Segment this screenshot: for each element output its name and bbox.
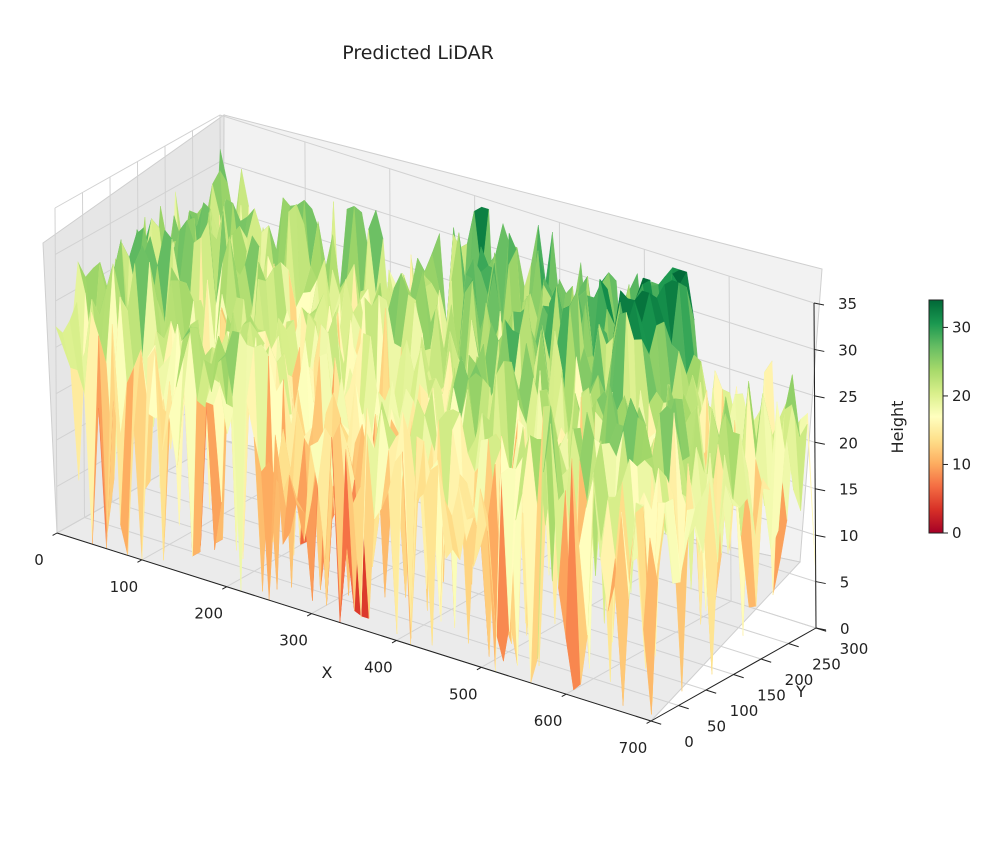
z-axis-line [813, 302, 817, 629]
colorbar-tick-label: 10 [952, 456, 971, 474]
x-tick-label: 500 [449, 685, 478, 703]
y-tick-label: 0 [684, 733, 694, 751]
x-tick-mark [646, 720, 652, 724]
y-tick-label: 150 [757, 687, 786, 705]
x-tick-mark [561, 693, 567, 698]
z-tick-mark [815, 488, 826, 492]
z-axis-ticks: 0 5 10 15 20 25 30 35 [813, 295, 858, 638]
colorbar-gradient [928, 299, 944, 534]
x-axis-label: X [322, 663, 333, 682]
z-tick-mark [815, 627, 827, 631]
z-tick-label: 20 [839, 434, 858, 452]
grid-line [54, 114, 815, 304]
z-tick-mark [814, 348, 825, 352]
x-tick-label: 400 [364, 658, 393, 676]
y-tick-label: 200 [785, 671, 814, 689]
x-axis-line [56, 532, 652, 722]
x-tick-mark [52, 532, 58, 536]
y-tick-mark [760, 658, 772, 663]
z-tick-label: 35 [838, 295, 857, 313]
surface-patch [643, 537, 658, 715]
x-tick-label: 100 [110, 578, 139, 596]
colorbar-tick-label: 30 [952, 318, 971, 336]
y-tick-mark [705, 689, 717, 694]
z-tick-mark [814, 441, 825, 445]
x-tick-mark [391, 639, 397, 644]
y-axis-label: Y [795, 682, 806, 701]
x-tick-mark [306, 613, 312, 617]
x-tick-label: 700 [619, 739, 648, 757]
z-tick-label: 30 [838, 341, 857, 359]
y-tick-label: 300 [840, 640, 869, 658]
x-tick-label: 0 [34, 551, 44, 569]
x-tick-label: 600 [534, 712, 563, 730]
z-tick-label: 0 [840, 620, 850, 638]
x-tick-mark [476, 666, 482, 671]
y-tick-mark [733, 674, 744, 679]
x-axis-ticks: 0 100 200 300 400 500 600 700 [34, 532, 652, 757]
colorbar-tick-label: 0 [952, 524, 962, 542]
x-tick-label: 300 [279, 632, 308, 650]
z-tick-label: 25 [839, 388, 858, 406]
z-axis-label: Height [888, 401, 907, 454]
y-tick-label: 250 [812, 656, 841, 674]
z-tick-label: 15 [839, 481, 858, 499]
z-tick-mark [815, 534, 826, 538]
y-tick-mark [788, 643, 799, 648]
y-tick-mark [678, 705, 689, 710]
x-tick-mark [222, 586, 227, 590]
colorbar: 0 10 20 30 [928, 299, 971, 542]
y-tick-label: 50 [707, 718, 726, 736]
chart-title: Predicted LiDAR [342, 42, 494, 64]
z-tick-label: 10 [839, 527, 858, 545]
x-tick-label: 200 [194, 605, 223, 623]
z-tick-mark [813, 302, 825, 306]
z-tick-mark [814, 395, 825, 399]
z-tick-label: 5 [840, 574, 850, 592]
z-tick-mark [815, 581, 826, 585]
y-tick-mark [650, 720, 662, 725]
colorbar-tick-label: 20 [952, 387, 971, 405]
y-tick-label: 100 [730, 702, 759, 720]
x-tick-mark [137, 559, 143, 563]
lidar-surface [55, 149, 816, 715]
